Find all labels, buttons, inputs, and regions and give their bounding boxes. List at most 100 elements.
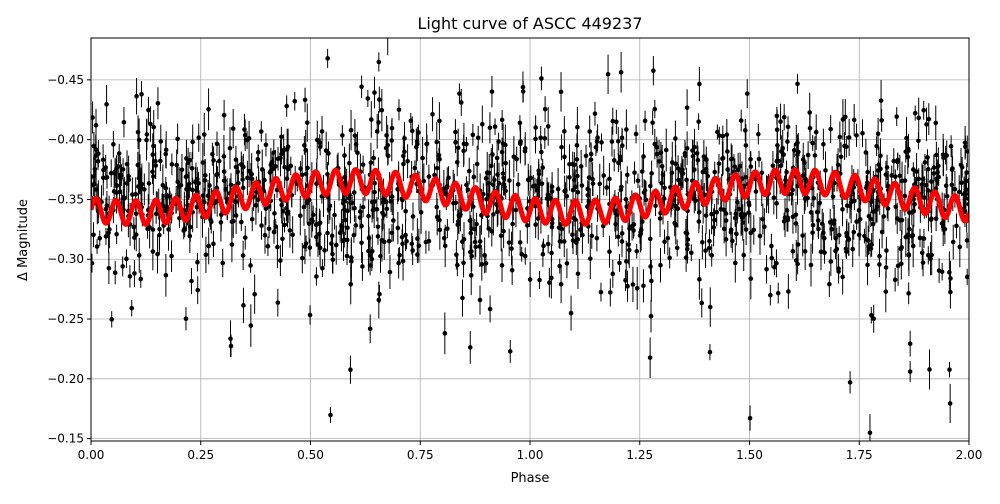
x-tick-label: 0.25 (187, 448, 214, 462)
data-point (535, 187, 541, 193)
data-point (725, 167, 730, 172)
data-point (916, 176, 922, 182)
data-point (430, 111, 435, 117)
data-point (342, 207, 347, 213)
data-point (307, 312, 313, 318)
data-point (240, 253, 246, 258)
data-point (319, 129, 325, 134)
data-point (146, 181, 152, 186)
data-point (756, 131, 761, 137)
data-point (626, 242, 631, 247)
data-point (127, 274, 133, 279)
data-point (549, 250, 554, 256)
data-point (616, 160, 621, 166)
data-point (442, 331, 448, 336)
data-point (100, 157, 106, 163)
data-point (387, 269, 393, 275)
data-point (558, 89, 564, 95)
data-point (327, 203, 333, 209)
data-point (899, 178, 905, 184)
data-point (594, 139, 600, 144)
data-point (925, 166, 931, 172)
data-point (623, 197, 629, 202)
data-point (570, 238, 576, 243)
data-point (157, 232, 162, 238)
data-point (747, 415, 753, 421)
data-point (808, 210, 814, 215)
data-point (461, 236, 467, 242)
data-point (158, 158, 163, 164)
data-point (611, 158, 617, 163)
data-point (472, 239, 478, 245)
data-point (648, 264, 653, 269)
data-point (489, 89, 495, 94)
data-point (729, 156, 735, 162)
data-point (374, 206, 380, 212)
data-point (774, 201, 779, 206)
data-point (498, 233, 504, 239)
data-point (415, 236, 420, 241)
x-tick-label: 0.75 (407, 448, 434, 462)
data-point (724, 132, 730, 137)
data-point (676, 177, 681, 183)
data-point (135, 162, 141, 168)
data-point (246, 168, 252, 174)
data-point (800, 157, 806, 162)
data-point (774, 261, 779, 266)
data-point (647, 236, 653, 242)
data-point (871, 209, 876, 215)
data-point (126, 177, 132, 183)
data-point (248, 175, 254, 181)
data-point (827, 281, 832, 287)
y-tick-label: −0.45 (47, 73, 84, 87)
data-point (929, 216, 934, 221)
data-point (436, 152, 442, 158)
data-point (146, 107, 151, 113)
data-point (950, 239, 956, 245)
y-axis-label: Δ Magnitude (16, 199, 31, 281)
data-point (164, 192, 169, 198)
data-point (959, 164, 965, 170)
data-point (753, 189, 759, 194)
data-point (948, 143, 954, 149)
data-point (509, 246, 514, 251)
data-point (692, 144, 697, 150)
data-point (949, 182, 955, 188)
data-point (457, 91, 462, 96)
data-point (190, 187, 195, 193)
data-point (328, 412, 333, 418)
data-point (651, 68, 656, 73)
data-point (674, 245, 680, 251)
data-point (189, 166, 195, 171)
data-point (539, 76, 544, 81)
data-point (578, 164, 584, 169)
data-point (589, 233, 595, 239)
data-point (388, 199, 394, 204)
data-point (772, 264, 777, 270)
data-point (545, 241, 551, 247)
y-tick-label: −0.40 (47, 133, 84, 147)
data-point (703, 166, 709, 172)
data-point (249, 171, 254, 177)
data-point (625, 283, 630, 289)
data-point (233, 199, 238, 205)
data-point (810, 230, 815, 235)
data-point (748, 156, 753, 162)
data-point (725, 149, 730, 154)
data-point (333, 242, 339, 248)
data-point (150, 249, 156, 254)
data-point (854, 133, 859, 138)
data-point (833, 235, 839, 241)
data-point (210, 151, 215, 157)
data-point (426, 238, 432, 244)
data-point (795, 81, 800, 87)
data-point (795, 242, 801, 247)
data-point (241, 303, 246, 308)
data-point (657, 216, 663, 221)
chart-title: Light curve of ASCC 449237 (417, 14, 642, 33)
data-point (114, 166, 119, 171)
data-point (473, 244, 479, 250)
data-point (898, 261, 904, 266)
data-point (186, 181, 192, 187)
data-point (851, 117, 857, 123)
